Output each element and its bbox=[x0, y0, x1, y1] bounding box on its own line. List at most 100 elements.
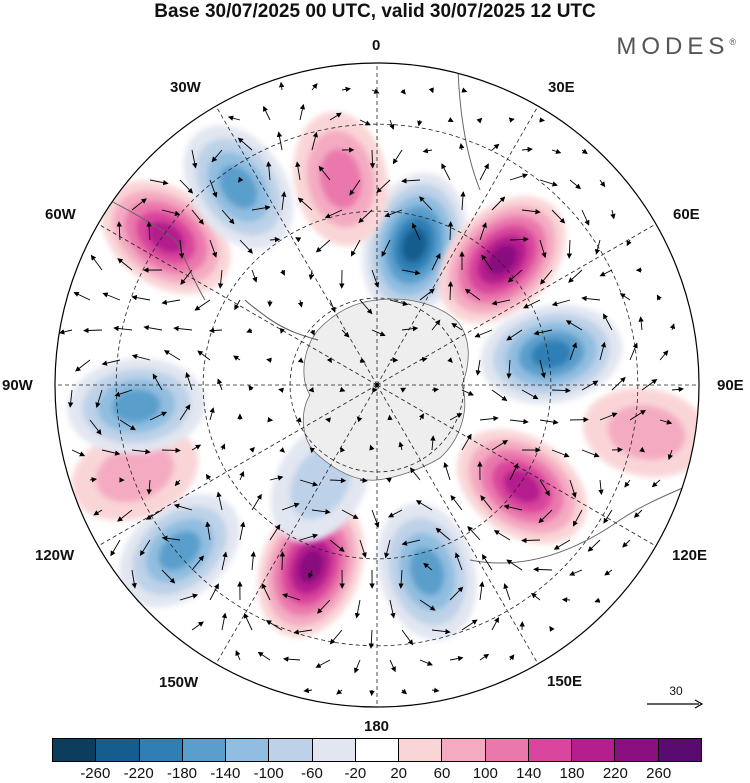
wind-arrow bbox=[626, 239, 632, 247]
parallel-circle bbox=[115, 123, 639, 647]
wind-arrow bbox=[568, 269, 583, 283]
wind-arrow bbox=[430, 435, 436, 451]
wind-arrow bbox=[491, 143, 500, 151]
anomaly-blob bbox=[457, 429, 587, 544]
anomaly-contour bbox=[112, 389, 161, 423]
wind-arrow bbox=[238, 176, 244, 183]
wind-arrow bbox=[491, 440, 509, 451]
wind-arrow bbox=[326, 357, 332, 364]
wind-arrow bbox=[431, 387, 440, 393]
anomaly-contour bbox=[298, 549, 324, 584]
lon-label-150w: 150W bbox=[159, 674, 199, 691]
wind-arrow bbox=[191, 621, 204, 631]
wind-arrow bbox=[299, 479, 319, 487]
wind-arrow bbox=[278, 81, 285, 91]
wind-arrow bbox=[350, 239, 361, 257]
wind-arrow bbox=[371, 269, 380, 288]
wind-arrow bbox=[521, 537, 541, 544]
wind-arrow bbox=[551, 387, 571, 394]
wind-arrow bbox=[191, 149, 198, 169]
wind-arrow bbox=[83, 327, 103, 334]
wind-arrow bbox=[449, 586, 464, 601]
wind-arrow bbox=[594, 597, 601, 603]
wind-arrow bbox=[315, 659, 331, 668]
meridian-line bbox=[215, 105, 378, 386]
wind-arrow bbox=[117, 509, 133, 522]
wind-arrow bbox=[509, 173, 529, 181]
wind-arrow bbox=[539, 419, 559, 425]
wind-arrow bbox=[315, 239, 331, 253]
colorbar-tick-label: 60 bbox=[433, 765, 451, 782]
wind-arrow bbox=[139, 539, 151, 556]
anomaly-blob bbox=[183, 125, 294, 250]
wind-arrow bbox=[359, 477, 368, 483]
wind-arrow bbox=[163, 350, 181, 361]
wind-arrow bbox=[423, 562, 433, 571]
wind-arrow bbox=[398, 569, 404, 589]
wind-arrow bbox=[269, 475, 284, 481]
wind-arrow bbox=[161, 447, 181, 454]
wind-arrow bbox=[539, 239, 547, 259]
wind-arrow bbox=[280, 269, 285, 276]
colorbar-tick-label: -60 bbox=[301, 765, 323, 782]
wind-arrow bbox=[205, 473, 212, 481]
wind-arrow bbox=[431, 319, 441, 331]
wind-arrow bbox=[419, 288, 435, 301]
wind-arrow bbox=[460, 191, 466, 211]
wind-arrow bbox=[480, 495, 493, 511]
wind-arrow bbox=[398, 441, 404, 451]
wind-arrow bbox=[474, 329, 493, 338]
colorbar-tick-label: 180 bbox=[559, 765, 585, 782]
wind-arrow bbox=[237, 137, 253, 151]
wind-arrow bbox=[572, 509, 583, 527]
wind-arrow bbox=[173, 325, 193, 332]
colorbar-tick-label: -140 bbox=[210, 765, 241, 782]
wind-arrow bbox=[369, 149, 376, 169]
wind-arrow bbox=[191, 555, 204, 571]
polar-map[interactable] bbox=[0, 0, 750, 740]
colorbar-swatch bbox=[182, 739, 227, 761]
wind-arrow bbox=[325, 417, 331, 423]
wind-arrow bbox=[604, 569, 613, 576]
wind-arrow bbox=[641, 378, 658, 391]
wind-arrow bbox=[411, 222, 421, 241]
wind-arrow bbox=[476, 117, 483, 124]
colorbar-tick-label: 20 bbox=[390, 765, 407, 782]
graticule bbox=[55, 63, 699, 707]
wind-arrow bbox=[119, 419, 136, 431]
registered-mark: ® bbox=[729, 37, 736, 47]
anomaly-contour bbox=[409, 547, 445, 596]
wind-arrow bbox=[491, 299, 511, 306]
anomaly-contour bbox=[531, 340, 572, 369]
wind-arrow bbox=[418, 413, 424, 421]
wind-arrow bbox=[295, 417, 302, 423]
wind-arrow bbox=[308, 569, 314, 579]
anomaly-blob bbox=[362, 172, 467, 318]
wind-arrow bbox=[235, 650, 241, 661]
wind-arrow bbox=[530, 592, 541, 601]
wind-arrow bbox=[293, 629, 313, 635]
wind-arrow bbox=[349, 179, 361, 196]
wind-arrow bbox=[581, 380, 599, 391]
wind-arrow bbox=[539, 359, 546, 379]
wind-arrow bbox=[178, 239, 185, 259]
wind-arrow bbox=[58, 329, 73, 335]
colorbar-tick-label: -220 bbox=[123, 765, 154, 782]
wind-arrow bbox=[143, 325, 163, 331]
wind-arrow bbox=[161, 535, 181, 541]
wind-arrow bbox=[341, 86, 351, 93]
parallel-circle bbox=[202, 210, 552, 560]
wind-arrow bbox=[629, 342, 638, 361]
antarctic-peninsula bbox=[244, 299, 319, 341]
colorbar-swatch bbox=[572, 739, 616, 761]
wind-arrow bbox=[295, 161, 301, 181]
wind-arrow bbox=[299, 103, 306, 121]
wind-arrow bbox=[95, 389, 103, 409]
wind-arrow bbox=[217, 378, 223, 391]
lon-label-150e: 150E bbox=[547, 673, 583, 690]
wind-arrow bbox=[266, 357, 272, 363]
wind-arrow bbox=[217, 269, 224, 289]
wind-arrow bbox=[389, 599, 396, 619]
wind-arrow bbox=[358, 209, 373, 224]
wind-arrow bbox=[117, 258, 133, 271]
